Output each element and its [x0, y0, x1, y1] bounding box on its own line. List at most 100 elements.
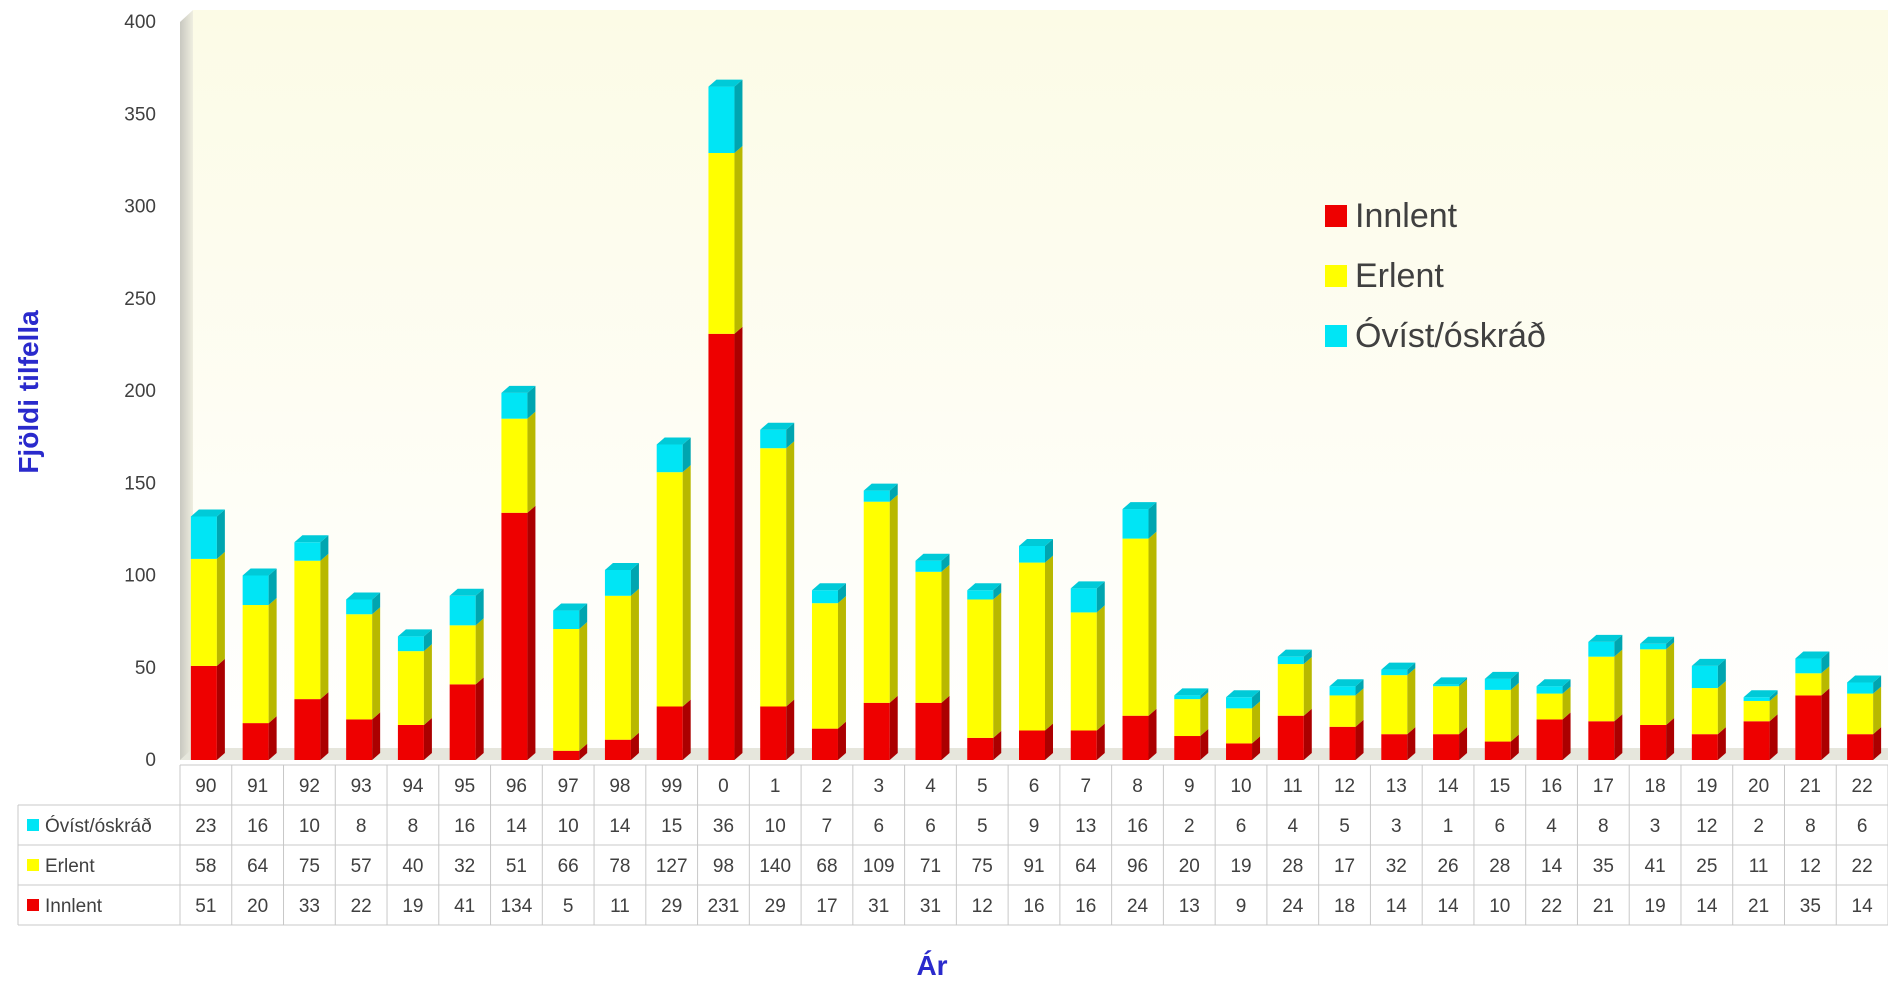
bar-front: [1329, 726, 1356, 760]
x-tick-label: 5: [977, 776, 988, 797]
data-label: 127: [656, 856, 688, 877]
bar-segment: [656, 465, 691, 707]
bar-front: [190, 516, 217, 559]
bar-front: [863, 490, 890, 502]
bar-front: [346, 599, 373, 615]
bar-side: [1096, 581, 1105, 613]
bar-side: [837, 721, 846, 760]
bar-side: [1459, 727, 1468, 760]
bar-top: [1433, 677, 1468, 685]
data-label: 16: [247, 816, 268, 837]
bar-front: [1484, 678, 1511, 690]
bar-front: [1381, 734, 1408, 760]
bar-side: [734, 326, 743, 760]
x-tick-label: 96: [506, 776, 527, 797]
x-tick-label: 18: [1645, 776, 1666, 797]
bar-side: [1200, 729, 1209, 760]
bar-segment: [501, 385, 536, 419]
data-label: 10: [1489, 896, 1510, 917]
bar-side: [1666, 636, 1675, 650]
legend-swatch: [1325, 325, 1347, 347]
bar-side: [786, 422, 795, 449]
bar-segment: [449, 588, 484, 626]
data-label: 14: [1852, 896, 1874, 917]
x-tick-label: 92: [299, 776, 320, 797]
bar-front: [1536, 719, 1563, 760]
x-tick-label: 7: [1080, 776, 1091, 797]
bar-side: [682, 465, 691, 707]
legend-swatch: [1325, 205, 1347, 227]
bar-side: [268, 716, 277, 760]
bar-segment: [449, 677, 484, 760]
bar-side: [1562, 686, 1571, 720]
data-label: 22: [1541, 896, 1562, 917]
bar-top: [1795, 651, 1830, 659]
data-label: 51: [506, 856, 527, 877]
data-label: 19: [1645, 896, 1666, 917]
bar-side: [1355, 688, 1364, 727]
y-tick-label: 350: [124, 104, 156, 125]
bar-side: [786, 441, 795, 707]
bar-segment: [1795, 651, 1830, 674]
bar-side: [1510, 671, 1519, 690]
bar-front: [1277, 656, 1304, 665]
bar-segment: [1070, 605, 1105, 731]
data-label: 12: [1800, 856, 1821, 877]
bar-front: [708, 152, 735, 334]
bar-side: [630, 732, 639, 760]
bar-segment: [1381, 662, 1416, 676]
bar-top: [190, 509, 225, 517]
bar-side: [734, 145, 743, 334]
bar-front: [811, 603, 838, 729]
bar-segment: [863, 695, 898, 760]
bar-side: [734, 79, 743, 153]
bar-segment: [1226, 690, 1261, 709]
x-tick-label: 17: [1593, 776, 1614, 797]
bar-top: [604, 562, 639, 570]
data-label: 13: [1075, 816, 1096, 837]
bar-segment: [1019, 538, 1053, 563]
bar-front: [553, 610, 580, 630]
bar-segment: [915, 564, 950, 703]
bar-segment: [656, 437, 691, 473]
data-label: 2: [1184, 816, 1195, 837]
bar-top: [1226, 690, 1261, 698]
bar-side: [1407, 668, 1416, 735]
bar-side: [1717, 681, 1726, 735]
bar-segment: [346, 592, 381, 615]
bar-side: [993, 592, 1002, 738]
bar-segment: [1743, 690, 1778, 701]
data-label: 12: [972, 896, 993, 917]
bar-front: [242, 605, 269, 724]
bar-top: [760, 422, 795, 430]
bar-front: [1226, 697, 1253, 709]
x-tick-label: 6: [1029, 776, 1040, 797]
bar-segment: [811, 596, 846, 729]
bar-segment: [1640, 642, 1675, 725]
data-label: 140: [759, 856, 791, 877]
bar-segment: [967, 730, 1002, 760]
data-label: 98: [713, 856, 734, 877]
data-label: 6: [925, 816, 936, 837]
data-label: 8: [1598, 816, 1609, 837]
bar-front: [967, 590, 994, 600]
bar-segment: [604, 588, 639, 740]
table-legend-key: [27, 859, 39, 871]
data-label: 17: [816, 896, 837, 917]
data-label: 14: [1437, 896, 1459, 917]
data-label: 96: [1127, 856, 1148, 877]
bar-segment: [656, 699, 691, 760]
bar-segment: [1329, 679, 1364, 696]
bar-front: [1588, 721, 1615, 760]
bar-side: [423, 717, 432, 760]
bar-segment: [811, 721, 846, 760]
x-tick-label: 12: [1334, 776, 1355, 797]
data-label: 16: [1127, 816, 1148, 837]
data-label: 17: [1334, 856, 1355, 877]
bar-segment: [1122, 708, 1157, 760]
table-row-label: Erlent: [45, 856, 95, 877]
y-tick-label: 200: [124, 381, 156, 402]
bar-top: [915, 553, 950, 561]
bar-front: [656, 472, 683, 707]
bar-side: [837, 583, 846, 604]
